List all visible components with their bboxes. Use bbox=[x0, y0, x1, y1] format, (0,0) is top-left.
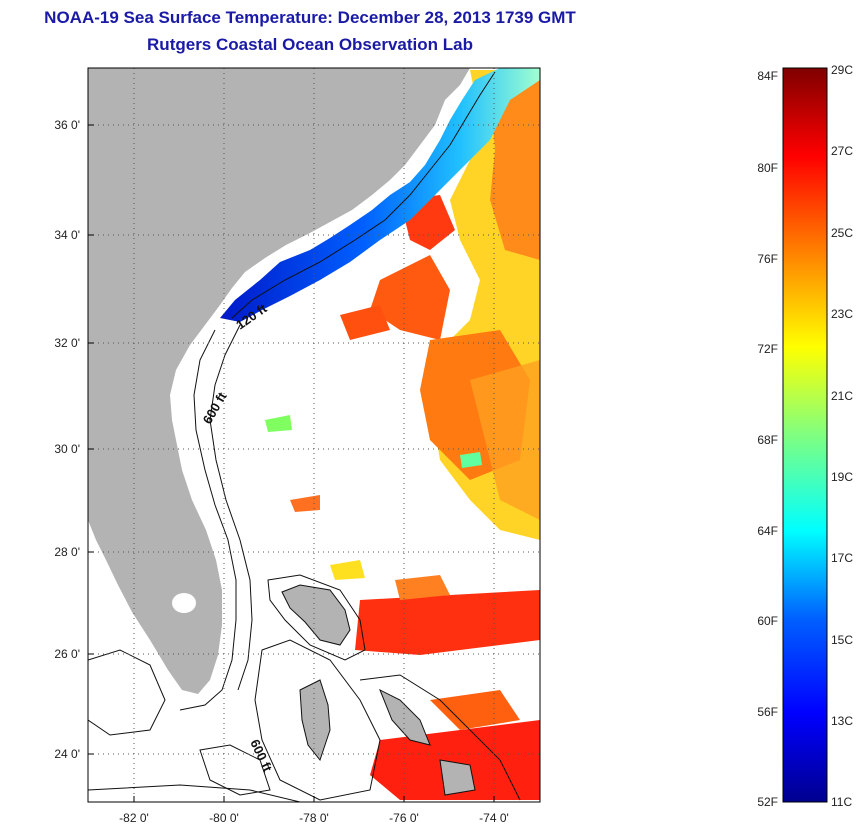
colorbar-fahrenheit-labels: 84F 80F 76F 72F 68F 64F 60F 56F 52F bbox=[757, 69, 778, 809]
lake-okeechobee bbox=[172, 593, 196, 613]
fahrenheit-label: 76F bbox=[757, 252, 778, 266]
celsius-label: 19C bbox=[831, 470, 853, 484]
lat-tick-label: 28 0' bbox=[54, 545, 80, 559]
fahrenheit-label: 72F bbox=[757, 342, 778, 356]
map-subtitle: Rutgers Coastal Ocean Observation Lab bbox=[147, 35, 473, 54]
us-landmass bbox=[88, 68, 470, 694]
celsius-label: 29C bbox=[831, 63, 853, 77]
fahrenheit-label: 64F bbox=[757, 524, 778, 538]
celsius-label: 11C bbox=[831, 795, 852, 809]
map-gridlines bbox=[88, 68, 540, 802]
sst-patches bbox=[265, 70, 540, 800]
lat-tick-label: 30 0' bbox=[54, 442, 80, 456]
lon-tick-label: -76 0' bbox=[389, 811, 419, 825]
latitude-axis: 36 0' 34 0' 32 0' 30 0' 28 0' 26 0' 24 0… bbox=[54, 118, 94, 761]
celsius-label: 15C bbox=[831, 633, 853, 647]
celsius-label: 21C bbox=[831, 389, 853, 403]
lat-tick-label: 36 0' bbox=[54, 118, 80, 132]
lon-tick-label: -78 0' bbox=[299, 811, 329, 825]
fahrenheit-label: 56F bbox=[757, 705, 778, 719]
colorbar-celsius-labels: 29C 27C 25C 23C 21C 19C 17C 15C 13C 11C bbox=[831, 63, 853, 809]
bahamas-islands bbox=[281, 584, 476, 796]
celsius-label: 23C bbox=[831, 307, 853, 321]
lon-tick-label: -80 0' bbox=[209, 811, 239, 825]
colorbar-gradient bbox=[782, 67, 828, 803]
lat-tick-label: 24 0' bbox=[54, 747, 80, 761]
lon-tick-label: -82 0' bbox=[119, 811, 149, 825]
lat-tick-label: 32 0' bbox=[54, 336, 80, 350]
celsius-label: 25C bbox=[831, 226, 853, 240]
map-title: NOAA-19 Sea Surface Temperature: Decembe… bbox=[44, 8, 576, 27]
fahrenheit-label: 60F bbox=[757, 614, 778, 628]
fahrenheit-label: 84F bbox=[757, 69, 778, 83]
celsius-label: 27C bbox=[831, 144, 853, 158]
depth-contours bbox=[88, 71, 521, 802]
celsius-label: 17C bbox=[831, 551, 853, 565]
lat-tick-label: 34 0' bbox=[54, 228, 80, 242]
celsius-label: 13C bbox=[831, 714, 853, 728]
fahrenheit-label: 68F bbox=[757, 433, 778, 447]
lon-tick-label: -74 0' bbox=[479, 811, 509, 825]
fahrenheit-label: 52F bbox=[757, 795, 778, 809]
fahrenheit-label: 80F bbox=[757, 161, 778, 175]
lat-tick-label: 26 0' bbox=[54, 647, 80, 661]
temperature-colorbar: 84F 80F 76F 72F 68F 64F 60F 56F 52F 29C … bbox=[757, 63, 853, 809]
cold-coastal-water bbox=[220, 68, 540, 322]
longitude-axis: -82 0' -80 0' -78 0' -76 0' -74 0' bbox=[119, 796, 509, 825]
